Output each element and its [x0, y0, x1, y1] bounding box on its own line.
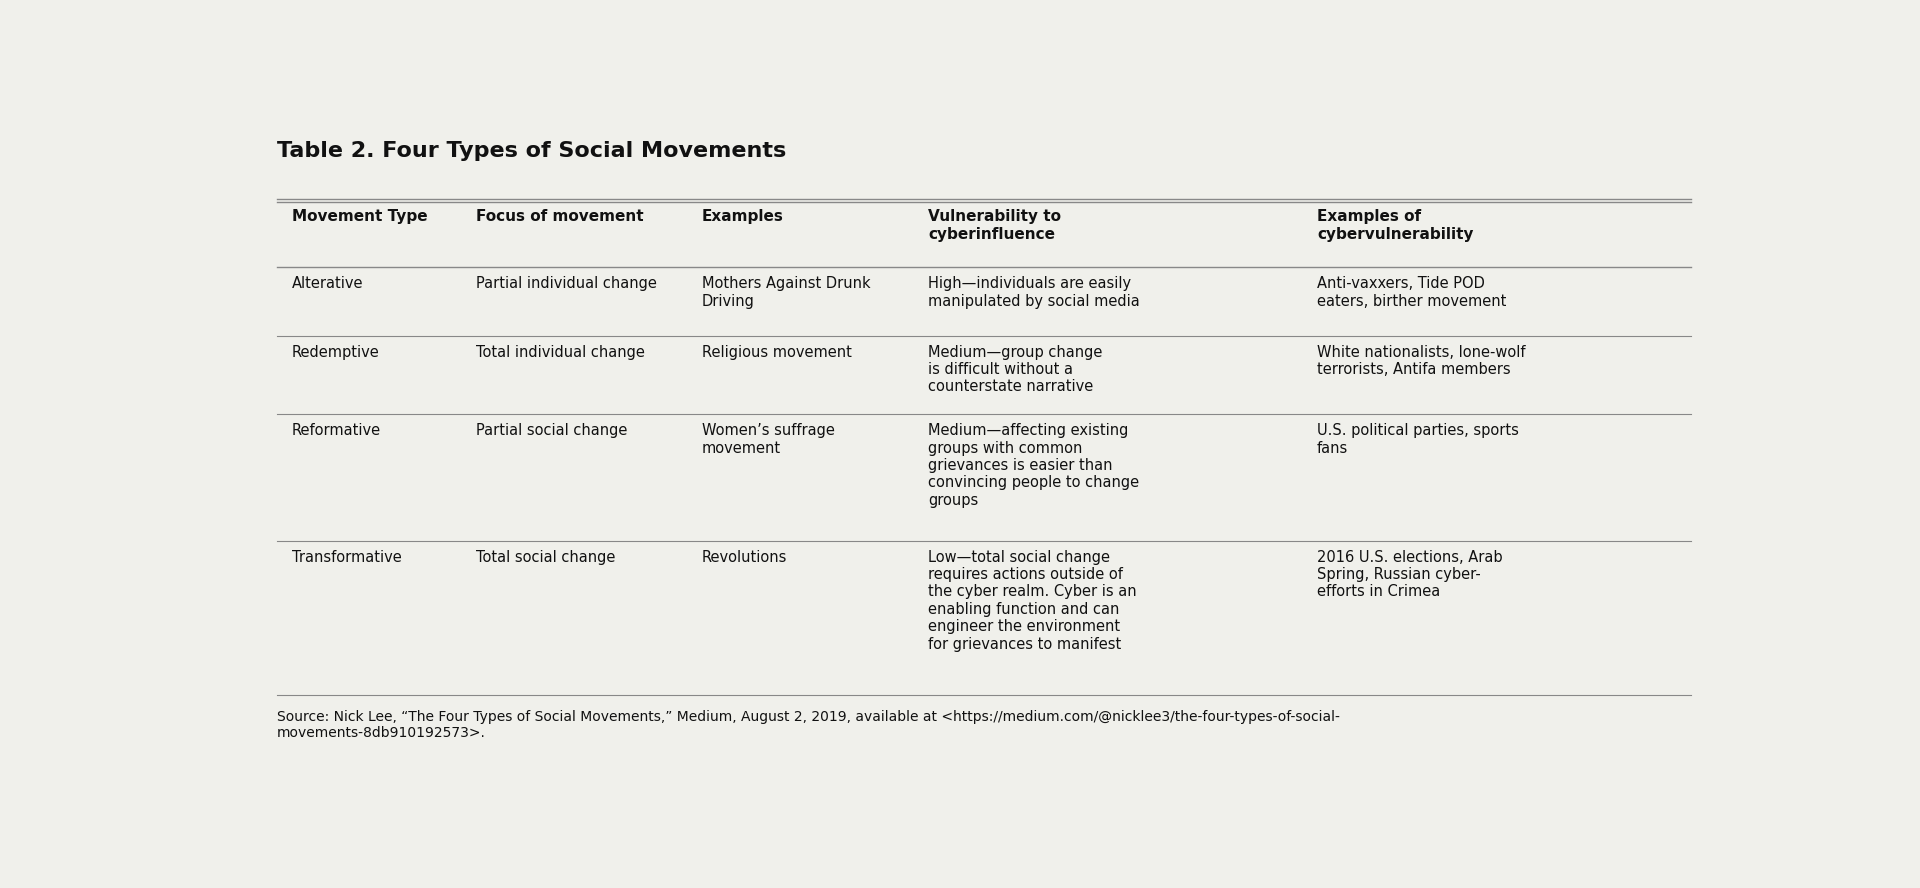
Text: Source: Nick Lee, “The Four Types of Social Movements,” Medium, August 2, 2019, : Source: Nick Lee, “The Four Types of Soc…	[276, 710, 1340, 740]
Text: White nationalists, lone-wolf
terrorists, Antifa members: White nationalists, lone-wolf terrorists…	[1317, 345, 1524, 377]
Text: Religious movement: Religious movement	[703, 345, 852, 360]
Text: Examples of
cybervulnerability: Examples of cybervulnerability	[1317, 210, 1473, 242]
Text: Mothers Against Drunk
Driving: Mothers Against Drunk Driving	[703, 276, 870, 308]
Text: Vulnerability to
cyberinfluence: Vulnerability to cyberinfluence	[927, 210, 1062, 242]
Text: Transformative: Transformative	[292, 550, 401, 565]
Text: U.S. political parties, sports
fans: U.S. political parties, sports fans	[1317, 424, 1519, 456]
Text: Partial individual change: Partial individual change	[476, 276, 657, 291]
Text: 2016 U.S. elections, Arab
Spring, Russian cyber-
efforts in Crimea: 2016 U.S. elections, Arab Spring, Russia…	[1317, 550, 1503, 599]
Text: Women’s suffrage
movement: Women’s suffrage movement	[703, 424, 835, 456]
Text: Total individual change: Total individual change	[476, 345, 645, 360]
Text: Medium—group change
is difficult without a
counterstate narrative: Medium—group change is difficult without…	[927, 345, 1102, 394]
Text: Total social change: Total social change	[476, 550, 614, 565]
Text: Movement Type: Movement Type	[292, 210, 428, 224]
Text: Reformative: Reformative	[292, 424, 382, 438]
Text: Medium—affecting existing
groups with common
grievances is easier than
convincin: Medium—affecting existing groups with co…	[927, 424, 1139, 508]
Text: Partial social change: Partial social change	[476, 424, 628, 438]
Text: Alterative: Alterative	[292, 276, 363, 291]
Text: Low—total social change
requires actions outside of
the cyber realm. Cyber is an: Low—total social change requires actions…	[927, 550, 1137, 652]
Text: Focus of movement: Focus of movement	[476, 210, 643, 224]
Text: Revolutions: Revolutions	[703, 550, 787, 565]
Text: Redemptive: Redemptive	[292, 345, 380, 360]
Text: Table 2. Four Types of Social Movements: Table 2. Four Types of Social Movements	[276, 141, 787, 161]
Text: Anti-vaxxers, Tide POD
eaters, birther movement: Anti-vaxxers, Tide POD eaters, birther m…	[1317, 276, 1507, 308]
Text: Examples: Examples	[703, 210, 783, 224]
Text: High—individuals are easily
manipulated by social media: High—individuals are easily manipulated …	[927, 276, 1140, 308]
